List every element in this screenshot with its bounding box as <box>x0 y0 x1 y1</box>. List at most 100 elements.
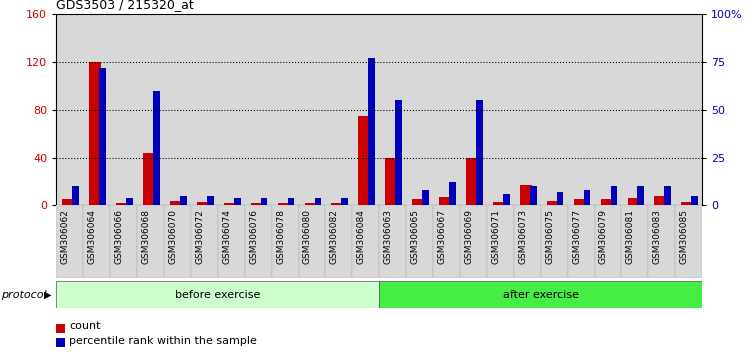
Text: ▶: ▶ <box>44 290 51 300</box>
Text: GSM306075: GSM306075 <box>545 209 554 264</box>
Bar <box>622 205 648 278</box>
Bar <box>299 14 325 205</box>
Text: GSM306063: GSM306063 <box>384 209 393 264</box>
Bar <box>681 202 693 205</box>
Bar <box>207 196 213 205</box>
Bar <box>56 14 83 205</box>
Bar <box>352 205 379 278</box>
Bar <box>272 14 299 205</box>
Bar <box>433 14 460 205</box>
Text: GSM306077: GSM306077 <box>572 209 581 264</box>
Text: GSM306080: GSM306080 <box>303 209 312 264</box>
Bar <box>406 205 433 278</box>
Bar <box>449 182 456 205</box>
Bar <box>251 203 263 205</box>
Text: GSM306085: GSM306085 <box>680 209 689 264</box>
Bar <box>568 205 595 278</box>
Bar <box>234 198 240 205</box>
Bar <box>191 14 218 205</box>
Text: GSM306073: GSM306073 <box>518 209 527 264</box>
Text: GSM306076: GSM306076 <box>249 209 258 264</box>
Bar <box>547 200 559 205</box>
Bar <box>395 100 402 205</box>
Bar <box>514 205 541 278</box>
Text: GSM306078: GSM306078 <box>276 209 285 264</box>
Bar <box>628 198 640 205</box>
Bar <box>191 205 218 278</box>
Bar <box>691 196 698 205</box>
Bar <box>433 205 460 278</box>
Text: GDS3503 / 215320_at: GDS3503 / 215320_at <box>56 0 194 11</box>
Bar <box>654 196 667 205</box>
Bar <box>352 14 379 205</box>
Bar <box>197 202 209 205</box>
Bar <box>224 203 236 205</box>
Text: GSM306074: GSM306074 <box>222 209 231 264</box>
Text: GSM306083: GSM306083 <box>653 209 662 264</box>
Bar <box>601 199 613 205</box>
Bar <box>116 203 128 205</box>
Text: before exercise: before exercise <box>175 290 261 300</box>
Text: GSM306064: GSM306064 <box>88 209 97 264</box>
Bar <box>665 186 671 205</box>
Bar <box>83 14 110 205</box>
Bar <box>422 190 429 205</box>
Bar <box>368 58 375 205</box>
Bar <box>153 91 160 205</box>
Bar <box>406 14 433 205</box>
Text: GSM306067: GSM306067 <box>438 209 447 264</box>
Bar <box>574 199 586 205</box>
Bar <box>245 14 272 205</box>
Bar <box>278 203 290 205</box>
Bar <box>595 205 622 278</box>
Bar <box>648 14 675 205</box>
Bar <box>503 194 510 205</box>
Text: GSM306084: GSM306084 <box>357 209 366 264</box>
Text: GSM306081: GSM306081 <box>626 209 635 264</box>
Bar <box>72 186 79 205</box>
Bar <box>487 14 514 205</box>
Bar <box>611 186 617 205</box>
Bar <box>99 68 106 205</box>
Bar <box>379 14 406 205</box>
Bar <box>218 14 245 205</box>
Bar <box>638 186 644 205</box>
Bar <box>379 205 406 278</box>
Bar <box>164 14 191 205</box>
Bar <box>595 14 622 205</box>
Bar <box>476 100 483 205</box>
Text: percentile rank within the sample: percentile rank within the sample <box>69 336 257 346</box>
Text: GSM306079: GSM306079 <box>599 209 608 264</box>
Bar <box>584 190 590 205</box>
Text: after exercise: after exercise <box>502 290 579 300</box>
Text: GSM306068: GSM306068 <box>141 209 150 264</box>
Bar <box>89 62 101 205</box>
Bar <box>325 14 352 205</box>
Bar <box>487 205 514 278</box>
Text: GSM306072: GSM306072 <box>195 209 204 264</box>
Bar <box>648 205 675 278</box>
Bar <box>556 192 563 205</box>
Bar <box>137 205 164 278</box>
Bar <box>315 198 321 205</box>
Bar <box>218 205 245 278</box>
Bar <box>56 281 379 308</box>
Text: GSM306062: GSM306062 <box>61 209 70 264</box>
Bar <box>520 185 532 205</box>
Bar <box>261 198 267 205</box>
Bar <box>83 205 110 278</box>
Bar <box>170 200 182 205</box>
Bar <box>675 14 702 205</box>
Bar <box>493 202 505 205</box>
Bar <box>342 198 348 205</box>
Bar <box>460 14 487 205</box>
Text: GSM306065: GSM306065 <box>411 209 420 264</box>
Bar <box>466 158 478 205</box>
Bar <box>305 203 317 205</box>
Bar <box>110 14 137 205</box>
Bar <box>137 14 164 205</box>
Bar <box>460 205 487 278</box>
Text: GSM306069: GSM306069 <box>464 209 473 264</box>
Bar <box>541 205 568 278</box>
Bar <box>164 205 191 278</box>
